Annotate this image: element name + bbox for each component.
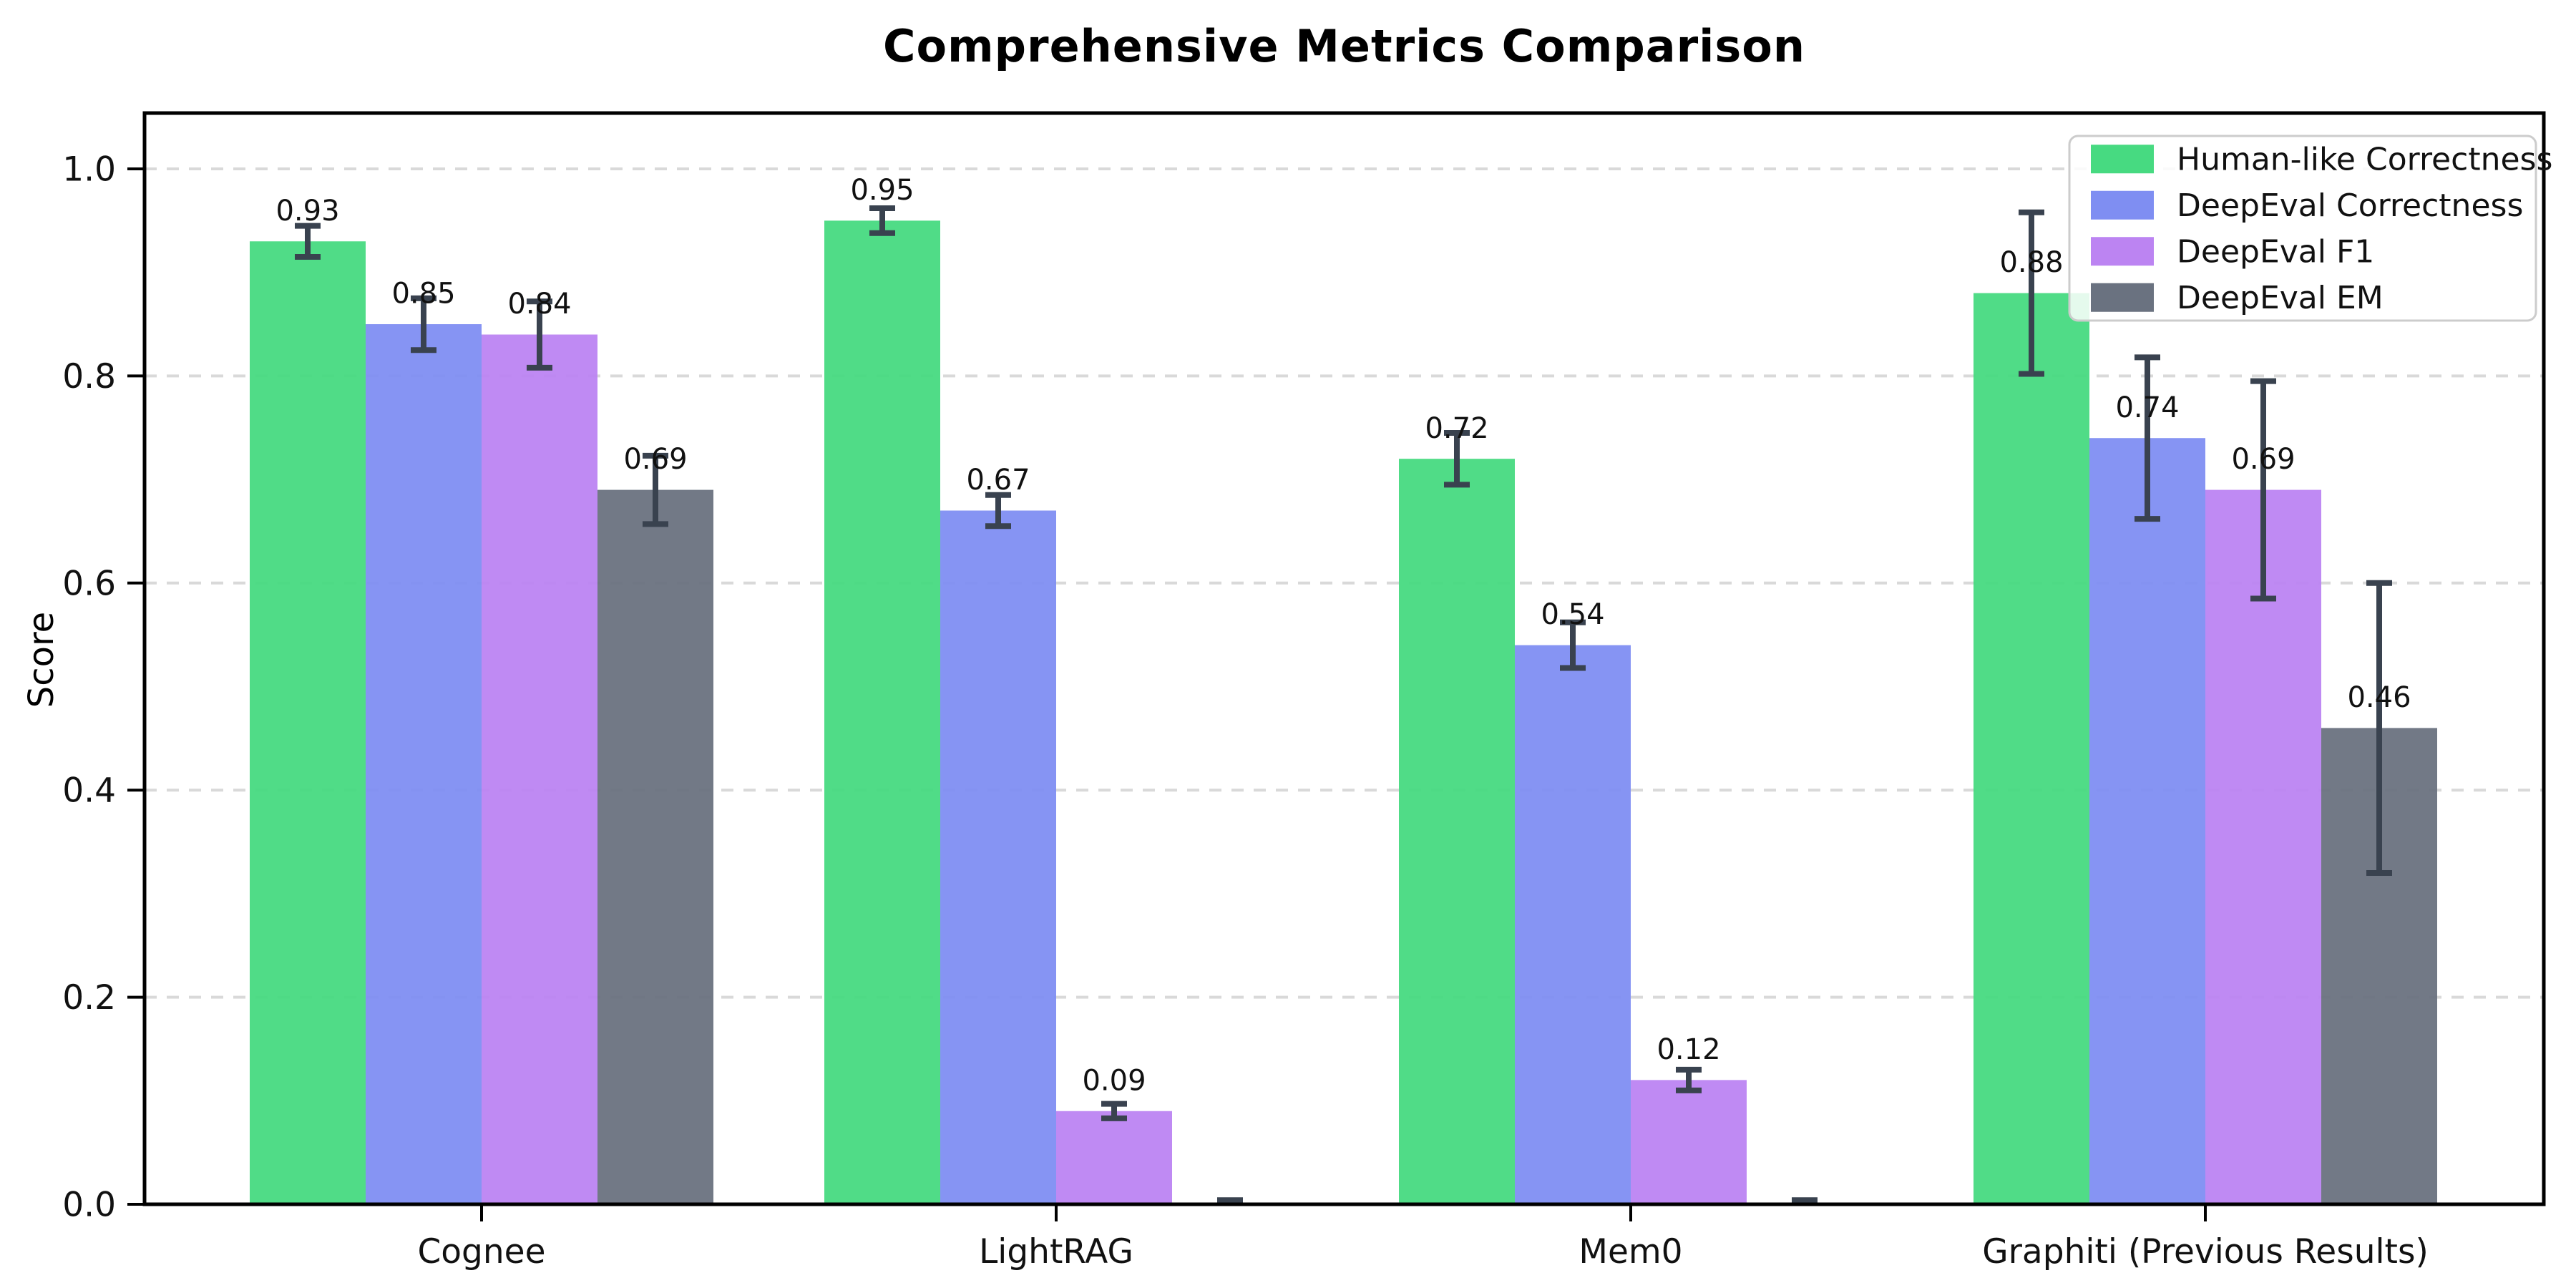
bar — [1631, 1080, 1747, 1204]
bar-value-label: 0.46 — [2347, 681, 2411, 714]
bar — [1399, 459, 1515, 1205]
y-tick-label: 0.0 — [62, 1185, 116, 1224]
y-tick-label: 0.6 — [62, 564, 116, 603]
y-tick-label: 0.8 — [62, 357, 116, 396]
legend-label: DeepEval F1 — [2177, 234, 2374, 270]
bar — [366, 324, 482, 1204]
bar — [2205, 489, 2321, 1204]
bar-value-label: 0.72 — [1425, 412, 1488, 445]
bar-value-label: 0.69 — [2231, 443, 2295, 476]
legend-box — [2068, 135, 2537, 322]
bar — [1515, 645, 1631, 1204]
bar — [597, 489, 713, 1204]
bar-value-label: 0.84 — [507, 288, 571, 321]
bar-value-label: 0.09 — [1082, 1064, 1146, 1097]
legend-label: Human-like Correctness — [2177, 142, 2552, 178]
legend-label: DeepEval Correctness — [2177, 187, 2523, 224]
bar — [824, 220, 940, 1205]
legend-swatch — [2091, 190, 2154, 220]
bar-value-label: 0.54 — [1541, 598, 1604, 631]
bar-value-label: 0.67 — [966, 464, 1030, 497]
y-tick-label: 0.2 — [62, 978, 116, 1018]
bar-value-label: 0.88 — [1999, 246, 2063, 279]
legend-label: DeepEval EM — [2177, 280, 2384, 316]
x-tick-label: Mem0 — [1579, 1232, 1682, 1272]
bar-value-label: 0.85 — [391, 278, 455, 311]
axis-spines — [142, 111, 2546, 1206]
bar-value-label: 0.12 — [1657, 1033, 1720, 1066]
bar — [1974, 293, 2089, 1204]
bar — [2089, 438, 2205, 1204]
bar — [250, 241, 366, 1204]
bar-value-label: 0.93 — [275, 195, 339, 228]
legend-swatch — [2091, 145, 2154, 174]
legend-swatch — [2091, 283, 2154, 312]
x-tick-label: Cognee — [417, 1232, 545, 1272]
chart-title: Comprehensive Metrics Comparison — [882, 20, 1806, 72]
legend-swatch — [2091, 237, 2154, 266]
bar-value-label: 0.69 — [623, 443, 687, 476]
bar-value-label: 0.74 — [2115, 391, 2179, 424]
x-tick-label: Graphiti (Previous Results) — [1982, 1232, 2429, 1272]
bar — [940, 510, 1056, 1204]
bar — [1056, 1111, 1172, 1204]
bar-value-label: 0.95 — [850, 174, 914, 207]
x-tick-label: LightRAG — [979, 1232, 1133, 1272]
y-tick-label: 0.4 — [62, 771, 116, 811]
y-tick-label: 1.0 — [62, 150, 116, 189]
bar — [482, 334, 597, 1204]
